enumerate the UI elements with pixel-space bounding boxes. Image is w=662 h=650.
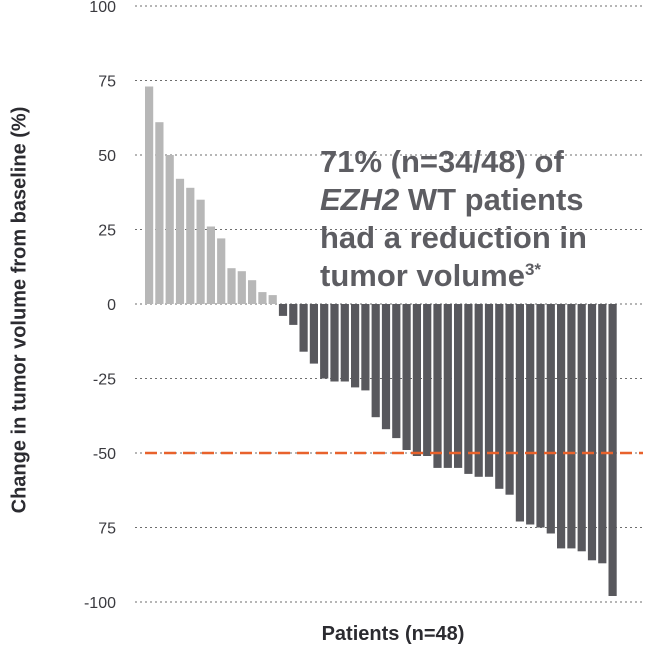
bar xyxy=(392,304,401,439)
bar xyxy=(402,304,411,450)
bar xyxy=(526,304,535,525)
y-tick-label: 50 xyxy=(98,148,116,165)
annotation-line-1: 71% (n=34/48) of xyxy=(320,144,564,179)
annotation-line-2-rest: WT patients xyxy=(399,182,584,217)
bar xyxy=(423,304,432,456)
bar xyxy=(443,304,452,468)
bar xyxy=(196,199,205,304)
bar xyxy=(320,304,329,379)
y-tick-label: 25 xyxy=(98,223,116,240)
bar xyxy=(546,304,555,534)
bar xyxy=(381,304,391,430)
y-tick-label: 0 xyxy=(107,297,116,314)
bar xyxy=(165,155,174,304)
bar xyxy=(309,304,318,364)
bar xyxy=(536,304,545,528)
y-tick-labels: 100 75 50 25 0 -25 -50 75 -100 xyxy=(84,0,116,612)
x-axis-label: Patients (n=48) xyxy=(321,623,465,645)
bar xyxy=(237,271,246,304)
bar xyxy=(268,295,277,304)
bar xyxy=(145,86,154,304)
bar xyxy=(206,226,215,304)
bar xyxy=(371,304,380,418)
bar xyxy=(278,304,288,316)
y-tick-label: 75 xyxy=(98,74,116,91)
bar xyxy=(227,268,236,304)
bar xyxy=(608,304,617,596)
bar xyxy=(412,304,421,456)
bar xyxy=(155,122,164,304)
bar xyxy=(175,178,185,304)
bar xyxy=(258,292,267,304)
y-tick-label: -25 xyxy=(93,372,116,389)
bar xyxy=(248,280,257,304)
y-axis-label: Change in tumor volume from baseline (%) xyxy=(8,106,31,514)
bar xyxy=(454,304,463,468)
bar xyxy=(557,304,566,549)
bar xyxy=(217,238,226,304)
bar xyxy=(598,304,607,564)
bar xyxy=(474,304,483,477)
bar xyxy=(484,304,494,477)
y-tick-label: -50 xyxy=(93,446,116,463)
bar xyxy=(361,304,370,391)
bar xyxy=(299,304,308,352)
annotation-line-4-text: tumor volume xyxy=(320,258,525,293)
annotation-line-3: had a reduction in xyxy=(320,220,587,255)
bar xyxy=(186,187,195,304)
y-axis-label-container: Change in tumor volume from baseline (%) xyxy=(0,0,40,650)
annotation-line-2: EZH2 WT patients xyxy=(320,181,655,219)
annotation-superscript: 3* xyxy=(524,260,542,279)
bar xyxy=(505,304,514,495)
annotation-gene: EZH2 xyxy=(320,182,400,217)
bar xyxy=(351,304,360,388)
bar xyxy=(340,304,349,382)
bars xyxy=(145,86,617,596)
bar xyxy=(330,304,339,382)
annotation: 71% (n=34/48) of EZH2 WT patients had a … xyxy=(320,143,655,295)
bar xyxy=(567,304,576,549)
bar xyxy=(587,304,597,561)
y-tick-label: 100 xyxy=(89,0,116,16)
annotation-line-4: tumor volume3* xyxy=(320,257,655,295)
bar xyxy=(464,304,473,474)
bar xyxy=(515,304,524,522)
bar xyxy=(577,304,586,552)
bar xyxy=(495,304,504,489)
bar xyxy=(289,304,298,325)
y-tick-label: 75 xyxy=(98,521,116,538)
y-tick-label: -100 xyxy=(84,595,116,612)
bar xyxy=(433,304,442,468)
